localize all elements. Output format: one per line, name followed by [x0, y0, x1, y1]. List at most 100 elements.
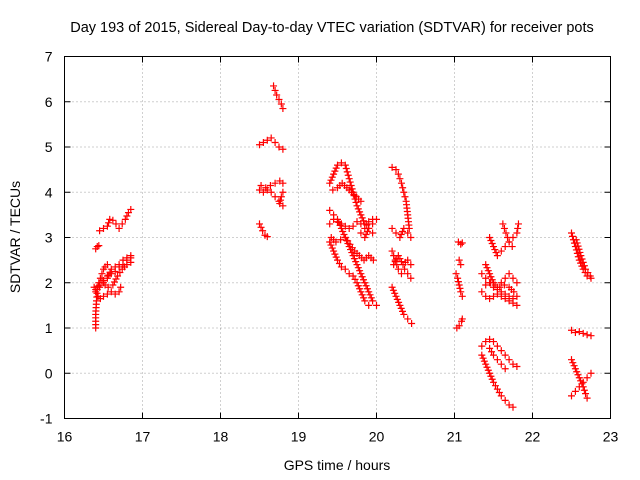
interpolated-point — [358, 214, 366, 222]
data-point — [256, 141, 263, 149]
data-point — [401, 265, 409, 273]
interpolated-point — [391, 289, 399, 297]
data-point — [390, 261, 398, 269]
interpolated-point — [578, 255, 586, 263]
data-point — [361, 297, 369, 305]
interpolated-point — [327, 241, 335, 249]
data-point — [334, 215, 341, 223]
interpolated-point — [110, 278, 118, 286]
interpolated-point — [347, 181, 355, 189]
data-point — [407, 234, 415, 241]
data-point — [103, 261, 111, 269]
interpolated-point — [367, 294, 375, 302]
data-point — [119, 261, 127, 269]
interpolated-point — [354, 282, 362, 290]
data-point — [501, 274, 509, 282]
data-point — [345, 175, 353, 183]
interpolated-point — [456, 284, 464, 292]
data-point — [505, 356, 513, 364]
data-point — [263, 136, 271, 144]
data-point — [111, 290, 119, 298]
interpolated-point — [454, 278, 462, 286]
data-point — [369, 220, 377, 228]
data-point — [271, 138, 279, 146]
data-point — [326, 238, 334, 246]
data-point — [486, 234, 494, 241]
data-point — [587, 332, 595, 340]
interpolated-point — [401, 193, 409, 201]
data-point — [490, 338, 497, 346]
data-point — [112, 220, 120, 228]
interpolated-point — [568, 232, 576, 240]
data-point — [117, 283, 125, 291]
data-point — [587, 369, 595, 377]
interpolated-point — [483, 363, 491, 371]
interpolated-point — [495, 388, 503, 396]
interpolated-point — [353, 249, 361, 257]
interpolated-point — [405, 221, 413, 229]
data-point — [501, 295, 509, 303]
x-tick-label: 20 — [369, 429, 385, 445]
interpolated-point — [342, 164, 350, 172]
data-point — [509, 360, 517, 368]
data-point — [361, 234, 369, 241]
data-point — [400, 188, 408, 196]
data-point — [365, 301, 373, 309]
data-point — [497, 360, 505, 368]
data-point — [109, 216, 117, 224]
data-point — [505, 401, 513, 409]
data-point — [568, 392, 575, 400]
y-axis-title: SDTVAR / TECUs — [7, 181, 23, 293]
interpolated-point — [335, 218, 343, 226]
data-point — [482, 281, 490, 289]
data-point — [404, 229, 412, 237]
interpolated-point — [358, 291, 366, 299]
data-point — [458, 292, 466, 300]
data-point — [392, 229, 400, 237]
data-point — [490, 292, 497, 300]
data-point — [353, 202, 361, 210]
data-point — [482, 338, 490, 346]
interpolated-point — [360, 217, 367, 225]
data-point — [404, 270, 412, 278]
data-point — [455, 281, 463, 289]
data-point — [490, 243, 497, 251]
data-point — [330, 170, 338, 178]
interpolated-point — [492, 249, 500, 257]
data-point — [575, 374, 583, 382]
interpolated-point — [389, 286, 397, 294]
x-tick-label: 23 — [603, 429, 619, 445]
data-point — [334, 161, 341, 169]
interpolated-point — [356, 285, 364, 293]
data-point — [407, 261, 415, 269]
interpolated-point — [341, 181, 349, 189]
interpolated-point — [344, 171, 352, 179]
data-point — [95, 242, 103, 250]
data-point — [279, 179, 287, 187]
data-point — [583, 374, 591, 382]
data-point — [572, 236, 580, 244]
data-point — [357, 211, 365, 219]
data-point — [579, 378, 587, 386]
data-point — [100, 276, 107, 284]
data-point — [497, 292, 505, 300]
interpolated-point — [574, 371, 582, 379]
y-tick-label: 1 — [45, 320, 53, 336]
data-point — [501, 365, 509, 373]
data-point — [92, 286, 100, 294]
data-point — [493, 252, 501, 260]
data-point — [365, 288, 373, 296]
data-point — [457, 261, 465, 269]
data-point — [397, 179, 405, 187]
interpolated-point — [106, 268, 114, 276]
data-point — [96, 281, 104, 289]
interpolated-point — [348, 244, 356, 252]
data-point — [392, 166, 400, 174]
data-point — [326, 220, 334, 228]
interpolated-point — [346, 178, 354, 186]
interpolated-point — [397, 230, 405, 238]
x-tick-label: 22 — [525, 429, 541, 445]
data-point — [493, 356, 501, 364]
interpolated-point — [580, 262, 588, 270]
data-point — [127, 205, 135, 213]
